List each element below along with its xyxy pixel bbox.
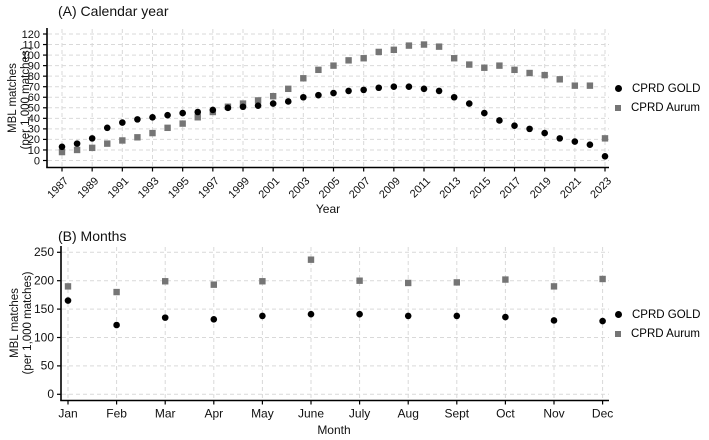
legend-label-cprd-gold: CPRD GOLD [632, 308, 701, 321]
svg-text:Sept: Sept [444, 407, 469, 421]
legend-item-cprd-aurum: CPRD Aurum [615, 98, 700, 117]
legend-label-cprd-gold: CPRD GOLD [632, 82, 701, 95]
tick-labels: 0 50 100 150 200 250 Jan Feb Mar Apr May June July Au… [34, 245, 613, 420]
chart-a-title: (A) Calendar year [58, 3, 169, 19]
svg-text:20: 20 [28, 134, 40, 146]
svg-text:40: 40 [28, 113, 40, 125]
svg-text:80: 80 [28, 71, 40, 83]
svg-text:10: 10 [28, 145, 40, 157]
chart-b-x-axis-label: Month [317, 423, 351, 437]
axis-ticks [57, 251, 604, 405]
legend-label-cprd-aurum: CPRD Aurum [631, 101, 701, 114]
svg-text:50: 50 [28, 103, 40, 115]
svg-text:110: 110 [22, 39, 40, 51]
chart-b-title: (B) Months [58, 228, 127, 244]
svg-text:2017: 2017 [498, 175, 524, 201]
svg-text:July: July [349, 407, 370, 421]
svg-text:1995: 1995 [166, 175, 192, 201]
svg-text:50: 50 [41, 359, 55, 373]
chart-b-legend: CPRD GOLD CPRD Aurum [615, 305, 700, 343]
svg-text:30: 30 [28, 124, 40, 136]
svg-text:100: 100 [34, 330, 54, 344]
svg-text:1993: 1993 [136, 175, 162, 201]
svg-text:Jan: Jan [58, 407, 77, 421]
axis-lines [60, 246, 609, 402]
svg-text:1987: 1987 [45, 175, 71, 201]
legend-item-cprd-gold: CPRD GOLD [615, 305, 700, 324]
svg-text:100: 100 [22, 50, 40, 62]
chart-a-x-axis-label: Year [315, 202, 341, 216]
svg-text:May: May [251, 407, 274, 421]
svg-text:1999: 1999 [226, 175, 252, 201]
legend-item-cprd-aurum: CPRD Aurum [615, 324, 700, 343]
svg-text:1991: 1991 [106, 175, 132, 201]
svg-text:60: 60 [28, 92, 40, 104]
svg-text:Nov: Nov [543, 407, 564, 421]
svg-text:200: 200 [34, 274, 54, 288]
svg-text:0: 0 [47, 387, 54, 401]
svg-text:2001: 2001 [256, 175, 282, 201]
data-markers [58, 41, 609, 160]
gridlines [62, 247, 609, 400]
svg-text:Aug: Aug [398, 407, 419, 421]
svg-text:Apr: Apr [204, 407, 223, 421]
svg-text:2013: 2013 [437, 175, 463, 201]
svg-text:Mar: Mar [155, 407, 176, 421]
axis-lines [46, 28, 609, 169]
gold-circle-marker-icon [615, 85, 622, 92]
svg-text:Dec: Dec [592, 407, 613, 421]
svg-text:2015: 2015 [468, 175, 494, 201]
svg-text:120: 120 [22, 29, 40, 41]
svg-text:2019: 2019 [528, 175, 554, 201]
svg-text:2007: 2007 [347, 175, 373, 201]
svg-text:1989: 1989 [75, 175, 101, 201]
svg-text:2009: 2009 [377, 175, 403, 201]
svg-text:250: 250 [34, 245, 54, 259]
svg-text:Feb: Feb [106, 407, 127, 421]
legend-label-cprd-aurum: CPRD Aurum [631, 327, 701, 340]
gridlines [48, 29, 609, 167]
svg-text:2005: 2005 [317, 175, 343, 201]
chart-b-plot: 0 50 100 150 200 250 Jan Feb Mar Apr May June July Au… [34, 245, 613, 420]
svg-text:0: 0 [34, 155, 40, 167]
svg-text:2011: 2011 [408, 175, 433, 200]
svg-text:2021: 2021 [558, 175, 584, 201]
gold-circle-marker-icon [615, 311, 622, 318]
svg-text:2003: 2003 [287, 175, 313, 201]
legend-item-cprd-gold: CPRD GOLD [615, 79, 700, 98]
aurum-square-marker-icon [615, 330, 621, 337]
aurum-square-marker-icon [615, 104, 621, 111]
chart-a-legend: CPRD GOLD CPRD Aurum [615, 79, 700, 117]
svg-text:1997: 1997 [196, 175, 222, 201]
svg-text:2023: 2023 [588, 175, 614, 201]
data-markers [64, 256, 606, 329]
svg-text:150: 150 [34, 302, 54, 316]
svg-text:June: June [298, 407, 324, 421]
svg-text:Oct: Oct [496, 407, 515, 421]
svg-text:90: 90 [28, 60, 40, 72]
svg-text:70: 70 [28, 82, 40, 94]
